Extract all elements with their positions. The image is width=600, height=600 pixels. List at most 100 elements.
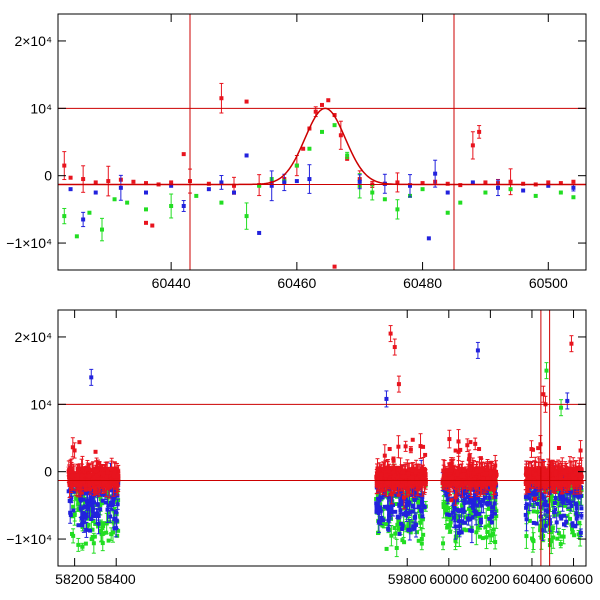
y-tick-label: −1×10⁴ (6, 235, 52, 251)
data-point (88, 500, 93, 505)
data-point (410, 468, 415, 473)
data-point (87, 487, 92, 492)
data-point (416, 505, 421, 510)
data-point (401, 480, 406, 485)
data-point (534, 521, 539, 526)
y-tick-label: 0 (44, 168, 52, 184)
data-point (386, 526, 391, 531)
data-point (492, 511, 497, 516)
data-point (487, 469, 492, 474)
data-point (93, 190, 98, 195)
data-point (244, 153, 249, 158)
data-point (455, 481, 460, 486)
data-point (106, 510, 111, 515)
data-point (455, 508, 460, 513)
data-point (484, 467, 489, 472)
data-point (105, 470, 110, 475)
y-tick-label: 10⁴ (30, 100, 52, 116)
data-point (447, 476, 452, 481)
data-point (410, 509, 415, 514)
data-point (379, 472, 384, 477)
data-point (471, 505, 476, 510)
data-point (396, 515, 401, 520)
data-point (80, 544, 85, 549)
data-point (445, 512, 450, 517)
data-point (469, 496, 474, 501)
data-point (456, 439, 461, 444)
data-point (412, 491, 417, 496)
data-point (78, 496, 83, 501)
data-point (405, 502, 410, 507)
data-point (398, 490, 403, 495)
data-point (565, 514, 570, 519)
data-point (413, 470, 418, 475)
data-point (416, 538, 421, 543)
data-point (558, 181, 563, 186)
data-point (91, 541, 96, 546)
data-point (114, 518, 119, 523)
data-point (455, 500, 460, 505)
data-point (449, 498, 454, 503)
data-point (109, 467, 114, 472)
data-point (471, 498, 476, 503)
data-point (554, 520, 559, 525)
data-point (477, 485, 482, 490)
data-point (301, 146, 306, 151)
data-point (553, 495, 558, 500)
data-point (423, 452, 428, 457)
data-point (81, 497, 86, 502)
data-point (101, 524, 106, 529)
data-point (531, 509, 536, 514)
data-point (115, 474, 120, 479)
data-point (110, 503, 115, 508)
data-point (100, 227, 104, 232)
data-point (403, 444, 408, 449)
data-point (558, 542, 563, 547)
data-point (81, 511, 86, 516)
data-point (98, 528, 103, 533)
data-point (462, 491, 467, 496)
data-point (441, 541, 446, 546)
data-point (466, 469, 471, 474)
data-point (480, 490, 485, 495)
data-point (115, 493, 120, 498)
data-point (445, 210, 450, 215)
data-point (452, 468, 457, 473)
data-point (394, 502, 399, 507)
data-point (482, 467, 487, 472)
data-point (479, 520, 484, 525)
data-point (385, 521, 390, 526)
data-point (68, 175, 73, 180)
data-point (376, 496, 381, 501)
data-point (420, 181, 425, 186)
data-point (537, 494, 542, 499)
data-point (338, 133, 343, 138)
data-point (105, 489, 110, 494)
data-point (478, 515, 483, 520)
data-point (463, 520, 468, 525)
data-point (487, 486, 492, 491)
data-point (462, 527, 467, 532)
data-point (102, 493, 107, 498)
data-point (374, 480, 379, 485)
data-point (107, 519, 112, 524)
data-point (445, 190, 450, 195)
data-point (447, 462, 452, 467)
data-point (477, 468, 482, 473)
data-point (244, 99, 249, 104)
data-point (62, 214, 67, 219)
data-point (473, 441, 478, 446)
data-point (206, 187, 211, 192)
data-point (101, 467, 106, 472)
data-point (307, 146, 312, 151)
data-point (393, 480, 398, 485)
data-point (385, 481, 390, 486)
data-point (397, 531, 402, 536)
data-point (394, 545, 399, 550)
data-point (414, 522, 419, 527)
data-point (419, 469, 424, 474)
data-point (74, 482, 79, 487)
data-point (78, 506, 83, 511)
data-point (393, 509, 398, 514)
data-point (470, 143, 475, 148)
